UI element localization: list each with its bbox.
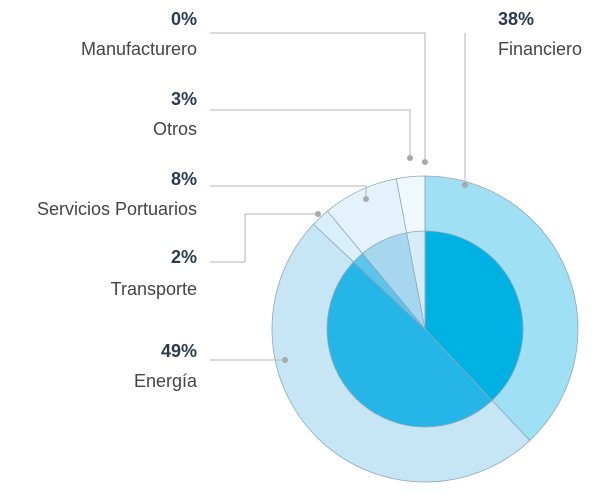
- value-label: 49%: [161, 341, 197, 361]
- category-label: Transporte: [111, 279, 197, 299]
- category-label: Otros: [153, 119, 197, 139]
- value-label: 8%: [171, 169, 197, 189]
- leader-dot: [407, 155, 413, 161]
- leader-line: [210, 213, 318, 263]
- leader-line: [210, 109, 411, 158]
- leader-dot: [462, 182, 468, 188]
- leader-dot: [363, 196, 369, 202]
- category-label: Financiero: [498, 39, 582, 59]
- category-label: Energía: [134, 371, 198, 391]
- slice-inner: [424, 230, 524, 402]
- leader-dot: [282, 357, 288, 363]
- value-label: 2%: [171, 247, 197, 267]
- value-label: 38%: [498, 9, 534, 29]
- leader-line: [210, 32, 426, 162]
- category-label: Manufacturero: [81, 39, 197, 59]
- value-label: 3%: [171, 89, 197, 109]
- leader-dot: [315, 211, 321, 217]
- category-label: Servicios Portuarios: [37, 199, 197, 219]
- slice-inner: [326, 261, 493, 428]
- leader-dot: [422, 159, 428, 165]
- leader-line: [210, 185, 367, 199]
- value-label: 0%: [171, 9, 197, 29]
